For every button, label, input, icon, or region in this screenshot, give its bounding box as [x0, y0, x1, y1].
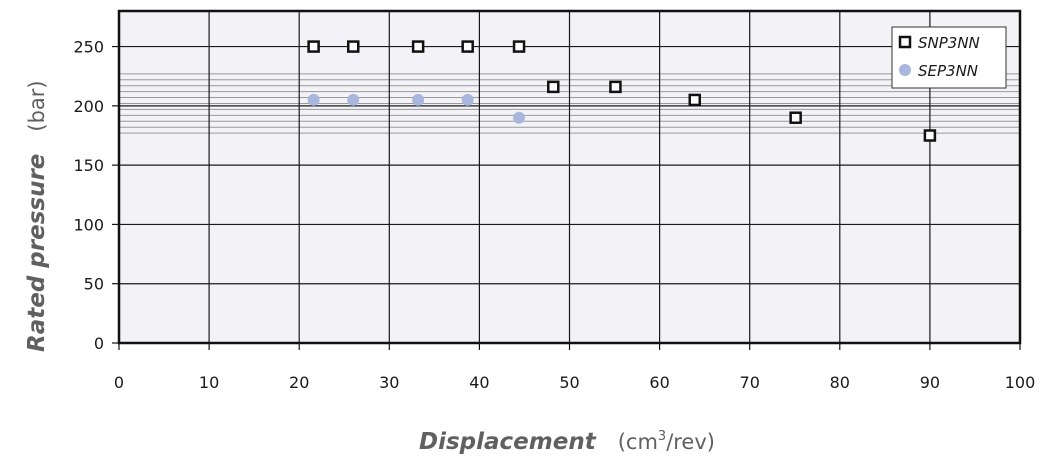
- snp3nn-point: [923, 129, 937, 142]
- sep3nn-point: [347, 93, 360, 106]
- x-tick-label: 90: [920, 373, 940, 392]
- data-points: [307, 40, 937, 142]
- snp3nn-point: [789, 111, 802, 124]
- x-tick-label: 100: [1005, 373, 1036, 392]
- legend-snp3nn-label: SNP3NN: [918, 34, 980, 52]
- tick-labels: 0 10 20 30 40 50 60 70 80 90 100 0 50 100 150 200 250: [73, 38, 1035, 392]
- snp3nn-point: [411, 40, 425, 53]
- legend-snp3nn-marker: [898, 35, 912, 49]
- snp3nn-point: [512, 40, 526, 53]
- legend-sep3nn-label: SEP3NN: [918, 62, 978, 80]
- sep3nn-point: [412, 93, 425, 106]
- legend-sep3nn-marker: [899, 64, 911, 76]
- y-tick-label: 250: [73, 38, 104, 57]
- x-axis-unit: (cm: [618, 430, 658, 454]
- y-axis-label: Rated pressure: [24, 154, 50, 352]
- x-tick-label: 40: [469, 373, 489, 392]
- y-axis-unit: (bar): [25, 80, 49, 131]
- sep3nn-point: [461, 93, 474, 106]
- snp3nn-point: [609, 80, 622, 94]
- x-tick-label: 80: [830, 373, 850, 392]
- y-tick-label: 200: [73, 97, 104, 116]
- snp3nn-point: [688, 93, 701, 107]
- y-tick-label: 100: [73, 215, 104, 234]
- legend: SNP3NN SEP3NN: [891, 26, 1007, 89]
- snp3nn-point: [547, 80, 560, 94]
- y-axis-title: Rated pressure (bar): [24, 80, 50, 352]
- x-axis-unit-superscript: 3: [658, 429, 666, 444]
- grid-lines: [112, 11, 1021, 350]
- x-tick-label: 0: [114, 373, 124, 392]
- x-tick-label: 60: [649, 373, 669, 392]
- snp3nn-point: [347, 40, 360, 53]
- sep3nn-point: [513, 111, 526, 124]
- y-tick-label: 150: [73, 156, 104, 175]
- x-tick-label: 70: [740, 373, 760, 392]
- x-axis-title: Displacement (cm3/rev): [419, 429, 715, 455]
- x-axis-unit-rest: /rev): [666, 430, 715, 454]
- sep3nn-point: [307, 93, 320, 106]
- snp3nn-point: [461, 40, 474, 53]
- y-tick-label: 0: [94, 334, 104, 353]
- y-tick-label: 50: [84, 275, 104, 294]
- x-axis-label: Displacement: [419, 429, 597, 455]
- snp3nn-point: [307, 40, 320, 53]
- x-tick-label: 20: [289, 373, 309, 392]
- x-tick-label: 30: [379, 373, 399, 392]
- x-tick-label: 50: [559, 373, 579, 392]
- x-tick-label: 10: [199, 373, 219, 392]
- plot-frame: [117, 9, 1022, 345]
